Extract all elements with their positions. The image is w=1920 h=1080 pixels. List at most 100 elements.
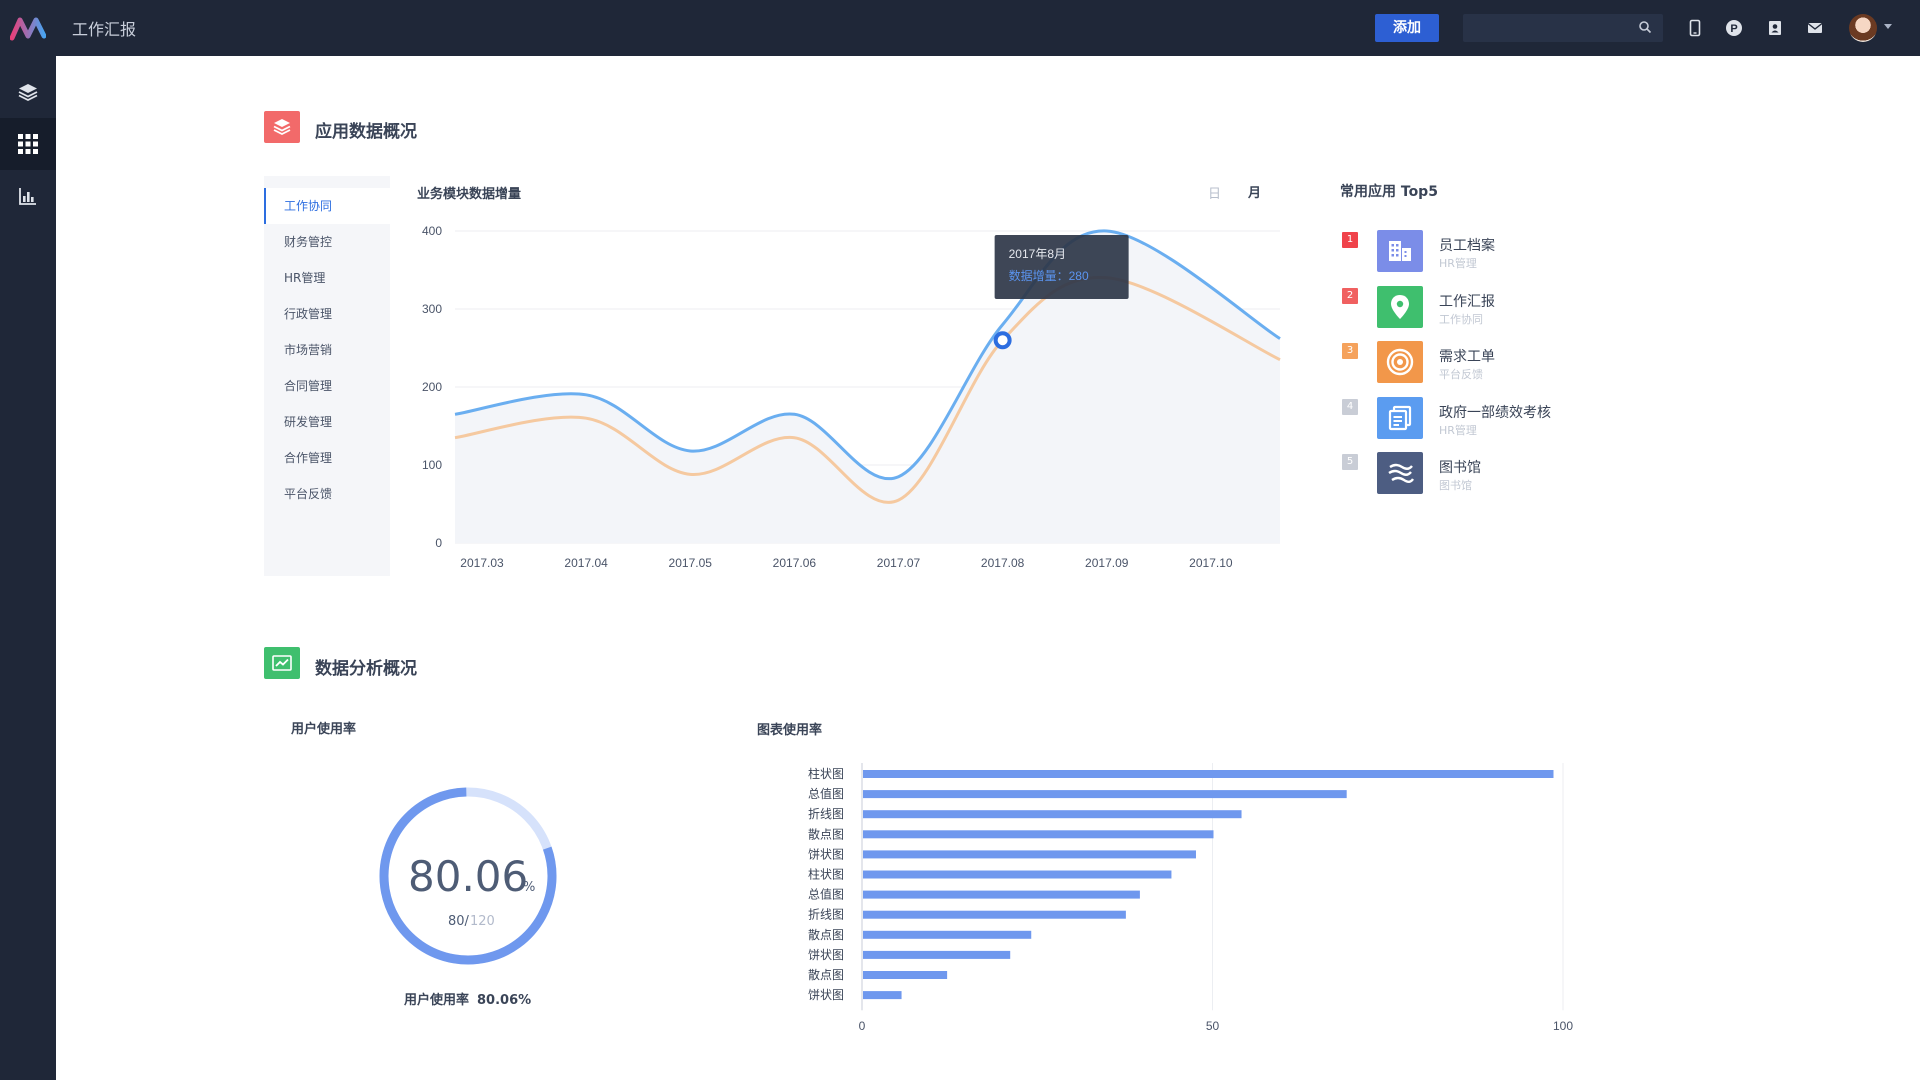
sidebar-item-layers[interactable] [0,66,56,118]
gauge-arc [379,787,557,965]
bar-chart-icon [19,188,36,205]
add-button[interactable]: 添加 [1375,14,1439,42]
svg-text:P: P [1730,23,1737,35]
x-tick-label: 2017.04 [564,556,608,570]
gauge-caption: 用户使用率 80.06% [404,989,531,1008]
series-area [455,230,1280,543]
trend-chart-icon [272,655,292,671]
building-icon[interactable] [1377,230,1423,272]
top5-app-name[interactable]: 政府一部绩效考核 [1439,404,1551,421]
module-item-1[interactable]: 财务管控 [284,235,333,249]
x-tick-label: 2017.03 [460,556,504,570]
gauge-value: 80.06 [408,852,529,901]
target-icon[interactable] [1377,341,1423,383]
top5-app-category: 工作协同 [1439,312,1483,326]
bar [863,950,1011,959]
bar [863,810,1242,819]
layers-icon [18,84,38,102]
bar-category-label: 折线图 [808,806,844,821]
tooltip-value: 数据增量：280 [1009,268,1089,283]
sidebar [0,56,56,1080]
x-tick-label: 50 [1206,1019,1220,1030]
bar-category-label: 散点图 [808,967,844,982]
gauge-caption-label: 用户使用率 [404,993,470,1008]
top5-app-name[interactable]: 图书馆 [1439,460,1481,476]
chevron-down-icon[interactable] [1884,24,1892,29]
bar [863,991,902,1000]
top-bar: 工作汇报 添加 P [0,0,1920,56]
sidebar-item-apps[interactable] [0,118,56,170]
module-item-0[interactable]: 工作协同 [264,188,390,224]
module-item-3[interactable]: 行政管理 [284,307,333,321]
x-tick-label: 2017.06 [773,556,817,570]
bar-category-label: 柱状图 [808,867,844,882]
bar-chart-title: 图表使用率 [757,723,823,738]
layers-icon [273,119,291,136]
toggle-day[interactable]: 日 [1208,187,1222,202]
search-input[interactable] [1463,14,1663,42]
bar [863,790,1347,799]
module-item-4[interactable]: 市场营销 [284,343,333,357]
module-item-6[interactable]: 研发管理 [284,415,333,429]
x-tick-label: 2017.05 [669,556,713,570]
bar-chart: 0 50 100柱状图总值图折线图散点图饼状图柱状图总值图折线图散点图饼状图散点图饼… [808,763,1573,1030]
gauge-percent-sign: % [523,880,536,895]
bar [863,910,1126,919]
module-item-5[interactable]: 合同管理 [284,379,333,393]
overview-section-title: 应用数据概况 [315,122,417,142]
module-item-8[interactable]: 平台反馈 [284,487,333,501]
sidebar-item-stats[interactable] [0,170,56,222]
x-tick-label: 2017.09 [1085,556,1129,570]
highlight-point [993,331,1012,350]
bar [863,930,1032,939]
gauge-caption-value: 80.06% [477,993,532,1008]
document-stack-icon[interactable] [1377,396,1423,439]
top5-title: 常用应用 Top5 [1340,184,1438,200]
gauge-fraction-used: 80/ [448,914,469,929]
gauge-fraction-total: 120 [470,914,495,929]
apps-grid-icon [18,134,38,154]
analysis-section-title: 数据分析概况 [315,659,417,679]
module-item-7[interactable]: 合作管理 [284,451,333,465]
bar [863,890,1140,899]
top5-app-name[interactable]: 工作汇报 [1439,293,1495,310]
mobile-icon[interactable] [1685,18,1705,38]
bar [863,850,1196,859]
bar-category-label: 饼状图 [808,988,844,1002]
bar [863,971,948,979]
toggle-month[interactable]: 月 [1248,186,1262,201]
waves-icon[interactable] [1377,452,1423,494]
app-title: 工作汇报 [72,20,137,39]
contact-card-icon[interactable] [1765,18,1785,38]
bar-category-label: 饼状图 [808,847,844,861]
top5-app-name[interactable]: 需求工单 [1439,349,1495,365]
mail-icon[interactable] [1805,18,1825,38]
module-list: 工作协同 财务管控 HR管理 行政管理 市场营销 合同管理 研发管理 合作管理 … [264,176,390,576]
x-tick-label: 2017.10 [1189,556,1233,570]
overview-section-icon [264,111,300,143]
analysis-section-icon [264,647,300,679]
tooltip-title: 2017年8月 [1009,247,1066,261]
usage-gauge [379,787,557,965]
y-tick-label: 300 [422,302,442,316]
parking-icon[interactable]: P [1724,18,1744,38]
avatar[interactable] [1849,14,1877,42]
x-tick-label: 100 [1553,1019,1573,1030]
bar-category-label: 折线图 [808,907,844,922]
bar-category-label: 总值图 [808,786,844,801]
top5-app-name[interactable]: 员工档案 [1439,238,1495,254]
top5-rank-badge: 5 [1342,454,1358,470]
top5-app-category: 平台反馈 [1439,368,1483,381]
usage-title: 用户使用率 [291,722,357,737]
y-tick-label: 100 [422,458,442,472]
top5-rank-badge: 2 [1342,287,1358,304]
app-logo-icon[interactable] [10,14,46,42]
location-pin-icon[interactable] [1377,285,1423,328]
module-item-2[interactable]: HR管理 [284,271,326,285]
y-tick-label: 400 [422,224,442,238]
top5-app-category: 图书馆 [1439,479,1472,492]
bar-category-label: 柱状图 [808,766,844,781]
search-icon[interactable] [1638,20,1652,34]
bar-category-label: 散点图 [808,927,844,942]
top5-app-category: HR管理 [1439,423,1477,437]
